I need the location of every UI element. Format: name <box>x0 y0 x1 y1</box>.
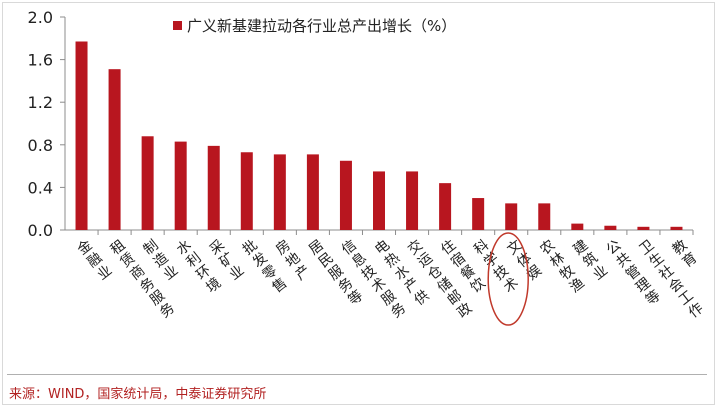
y-tick-label: 0.8 <box>28 136 53 155</box>
y-tick-label: 0.0 <box>28 221 53 240</box>
bar <box>472 198 485 230</box>
legend-label: 广义新基建拉动各行业总产出增长（%） <box>187 17 456 35</box>
bar <box>108 69 121 230</box>
bar <box>538 203 551 230</box>
bar <box>571 223 584 230</box>
source-divider <box>7 374 707 375</box>
bar <box>306 154 319 230</box>
bar <box>637 226 650 230</box>
bar <box>406 171 419 230</box>
highlight-ellipse <box>487 232 529 326</box>
bar <box>75 41 88 231</box>
y-tick-label: 1.2 <box>28 93 53 112</box>
legend-swatch <box>173 21 182 30</box>
bar <box>207 145 220 230</box>
bar <box>439 183 452 230</box>
y-tick-label: 0.4 <box>28 178 53 197</box>
bar <box>141 136 154 230</box>
y-tick-label: 2.0 <box>28 8 53 27</box>
bar <box>670 226 683 230</box>
y-tick-label: 1.6 <box>28 51 53 70</box>
x-tick-label: 教育 <box>668 237 700 272</box>
bar <box>604 225 617 230</box>
bar <box>339 160 352 230</box>
bar <box>505 203 518 230</box>
bar <box>174 141 187 230</box>
bar-chart: 2.01.61.20.80.40.0金融业租赁商务服务制造业水利环境采矿业批发零… <box>28 8 706 326</box>
bar <box>273 154 286 230</box>
bar <box>373 171 385 230</box>
source-note: 来源：WIND，国家统计局，中泰证券研究所 <box>9 387 267 402</box>
bar <box>240 152 253 230</box>
